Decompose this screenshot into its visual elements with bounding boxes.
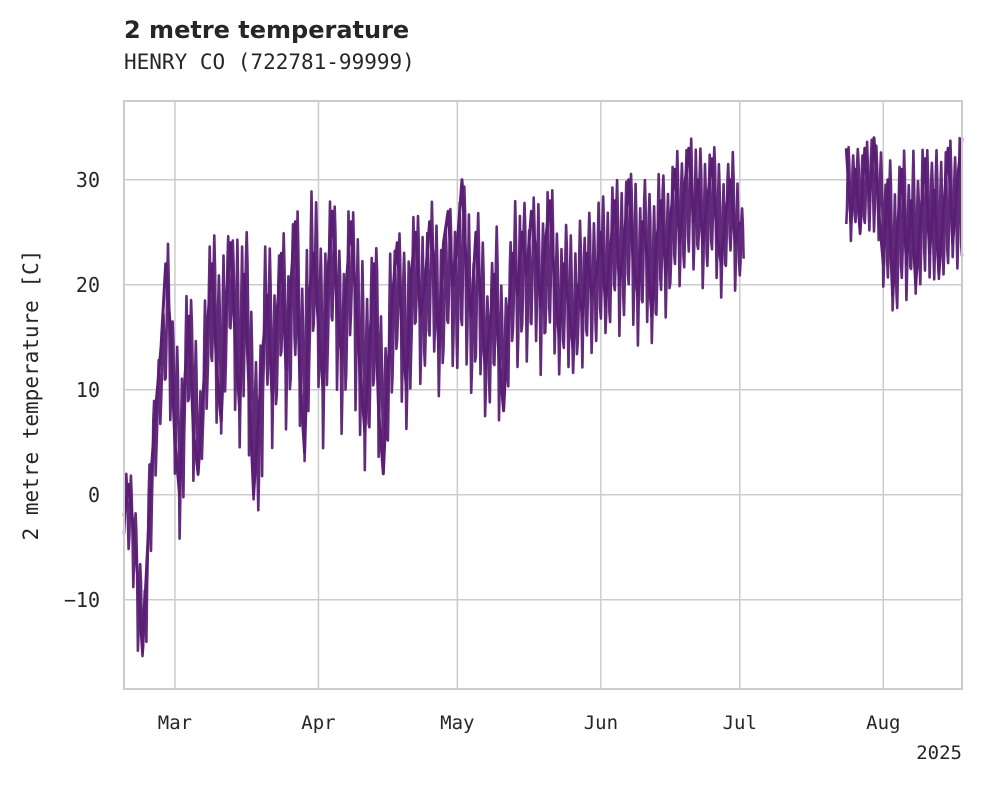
x-tick-label: Apr [301, 712, 335, 734]
chart-subtitle: HENRY CO (722781-99999) [124, 50, 415, 74]
y-tick-label: 10 [76, 378, 100, 402]
y-axis-label: 2 metre temperature [C] [19, 250, 43, 541]
x-tick-label: May [440, 712, 474, 734]
temperature-oscillation-1 [122, 137, 745, 658]
y-tick-label: 30 [76, 168, 100, 192]
temperature-line-segment-1 [122, 146, 742, 654]
tick-labels: −10 0 10 20 30 Mar Apr May Jun Jul Aug [64, 168, 901, 734]
x-tick-label: Mar [158, 712, 192, 734]
chart-title: 2 metre temperature [124, 16, 410, 44]
temperature-series [122, 136, 964, 658]
x-tick-label: Jun [584, 712, 618, 734]
x-tick-label: Aug [866, 712, 900, 734]
plot-frame [123, 100, 963, 690]
temperature-line-segment-2 [844, 136, 964, 297]
temperature-oscillation-2 [845, 136, 964, 312]
y-tick-label: 0 [88, 483, 100, 507]
year-label: 2025 [916, 742, 962, 764]
y-tick-label: −10 [64, 588, 100, 612]
x-tick-label: Jul [723, 712, 757, 734]
grid-lines [124, 101, 962, 689]
y-tick-label: 20 [76, 273, 100, 297]
